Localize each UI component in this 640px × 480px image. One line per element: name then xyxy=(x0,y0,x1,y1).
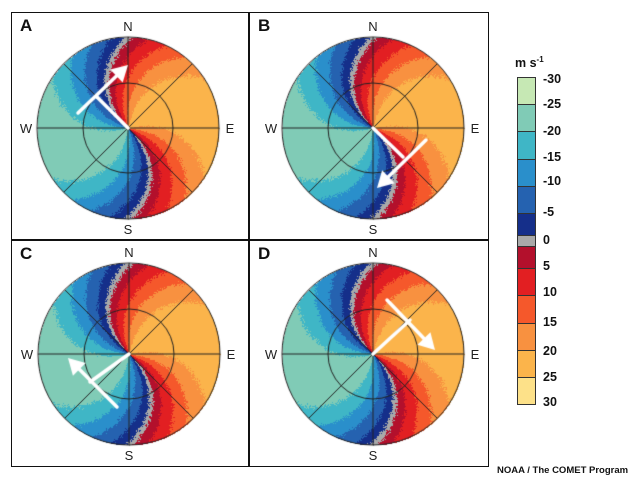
panel-label: A xyxy=(20,16,33,35)
legend-unit: m s-1 xyxy=(515,55,544,70)
legend-tick-label: -10 xyxy=(543,174,562,188)
compass-label-w: W xyxy=(19,121,33,136)
legend-tick-label: -5 xyxy=(543,205,555,219)
legend-swatch xyxy=(517,350,536,378)
velocity-display-d xyxy=(249,240,486,467)
compass-label-e: E xyxy=(225,121,235,136)
legend-tick-label: 25 xyxy=(543,370,557,384)
legend-swatch xyxy=(517,246,536,269)
panel-a: A N S E W xyxy=(11,12,248,239)
panel-divider-horizontal xyxy=(11,239,489,241)
panel-label: B xyxy=(258,16,271,35)
unit-text: m s xyxy=(515,56,537,71)
legend-tick-label: 5 xyxy=(543,259,550,273)
compass-label-n: N xyxy=(368,19,378,34)
legend-tick-label: -20 xyxy=(543,124,562,138)
compass-label-s: S xyxy=(368,448,378,463)
legend-tick-label: 20 xyxy=(543,344,557,358)
legend-swatch xyxy=(517,104,536,132)
compass-label-n: N xyxy=(368,245,378,260)
legend-tick-label: 10 xyxy=(543,285,557,299)
legend-swatch xyxy=(517,295,536,324)
compass-label-n: N xyxy=(124,245,134,260)
compass-label-e: E xyxy=(226,347,236,362)
compass-label-e: E xyxy=(470,347,480,362)
compass-label-w: W xyxy=(20,347,34,362)
credit-text: NOAA / The COMET Program xyxy=(497,465,629,476)
legend-swatch xyxy=(517,186,536,214)
legend-tick-label: -15 xyxy=(543,150,562,164)
legend-swatch xyxy=(517,213,536,236)
compass-label-w: W xyxy=(264,347,278,362)
unit-exponent: -1 xyxy=(536,55,544,64)
legend-swatch xyxy=(517,322,536,351)
compass-label-n: N xyxy=(123,19,133,34)
legend-swatch xyxy=(517,268,536,296)
panel-c: C N S E W xyxy=(11,240,248,467)
compass-label-w: W xyxy=(264,121,278,136)
legend-tick-label: -30 xyxy=(543,72,562,86)
legend-swatch xyxy=(517,131,536,160)
legend-tick-label: 0 xyxy=(543,233,550,247)
legend-tick-label: -25 xyxy=(543,97,562,111)
panel-label: D xyxy=(258,244,271,263)
velocity-display-a xyxy=(11,12,248,239)
legend-swatch xyxy=(517,158,536,187)
compass-label-s: S xyxy=(124,448,134,463)
legend-tick-label: 15 xyxy=(543,315,557,329)
panel-b: B N S E W xyxy=(249,12,486,239)
compass-label-e: E xyxy=(470,121,480,136)
compass-label-s: S xyxy=(368,222,378,237)
legend-swatch xyxy=(517,377,536,405)
legend-tick-label: 30 xyxy=(543,395,557,409)
panel-d: D N S E W xyxy=(249,240,486,467)
compass-label-s: S xyxy=(123,222,133,237)
velocity-display-b xyxy=(249,12,486,239)
panel-label: C xyxy=(20,244,33,263)
velocity-display-c xyxy=(11,240,248,467)
legend-swatch xyxy=(517,77,536,105)
